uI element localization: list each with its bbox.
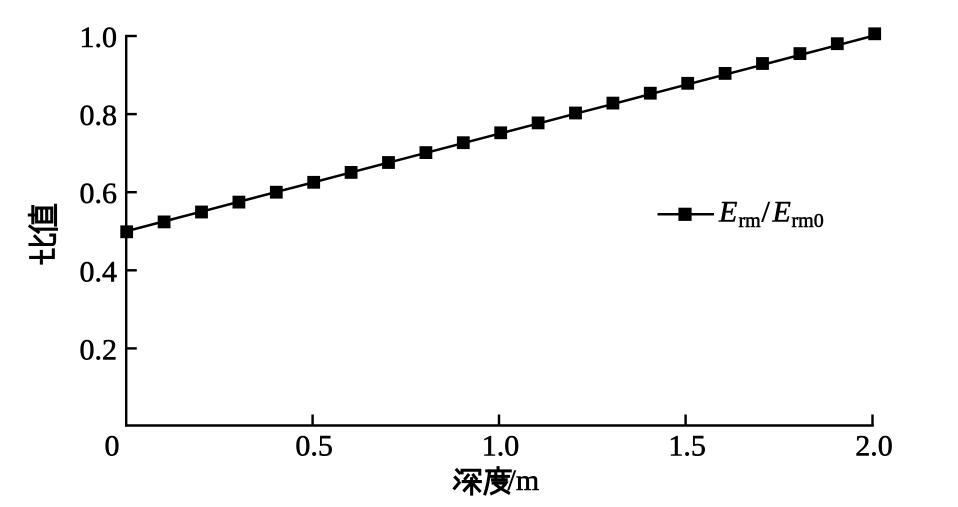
- svg-text:0: 0: [105, 430, 120, 463]
- svg-text:0.4: 0.4: [80, 255, 118, 288]
- svg-text:2.0: 2.0: [855, 430, 893, 463]
- svg-text:E: E: [772, 196, 791, 229]
- svg-text:0.6: 0.6: [80, 177, 118, 210]
- svg-text:E: E: [718, 196, 737, 229]
- svg-text:/: /: [762, 196, 771, 229]
- svg-text:rm: rm: [739, 210, 762, 232]
- svg-text:0.8: 0.8: [80, 99, 118, 132]
- svg-text:1.5: 1.5: [668, 430, 706, 463]
- svg-text:/m: /m: [508, 464, 540, 497]
- svg-text:0.2: 0.2: [80, 333, 118, 366]
- svg-text:0.5: 0.5: [295, 430, 333, 463]
- svg-text:1.0: 1.0: [482, 430, 520, 463]
- svg-text:1.0: 1.0: [80, 21, 118, 54]
- svg-text:rm0: rm0: [792, 210, 824, 232]
